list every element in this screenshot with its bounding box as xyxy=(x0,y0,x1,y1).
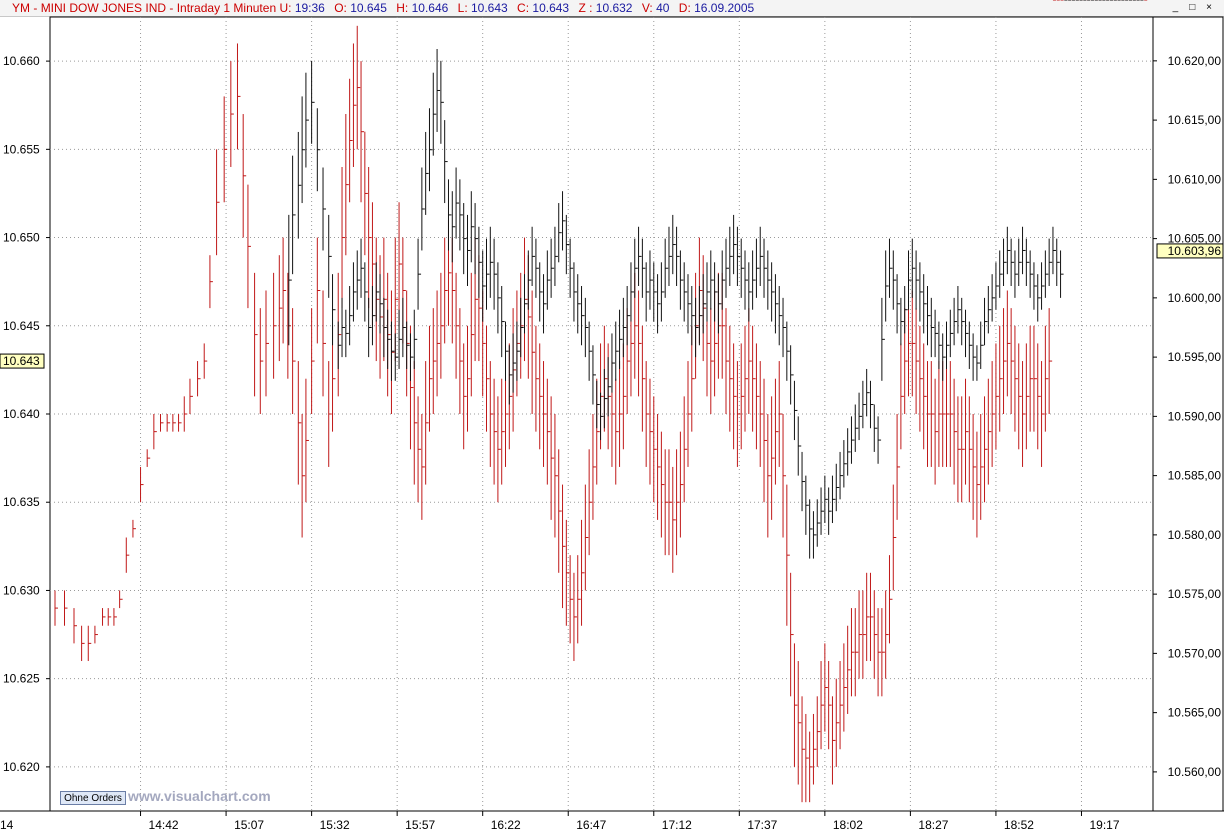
right-tick-label: 10.610,00 xyxy=(1168,172,1222,186)
x-tick-label: 18:02 xyxy=(833,818,863,832)
right-tick-label: 10.560,00 xyxy=(1168,765,1222,779)
close-button[interactable]: × xyxy=(1206,2,1212,13)
left-current-value-box xyxy=(0,353,45,369)
left-tick-label: 10.635 xyxy=(3,495,40,509)
h-label: H: xyxy=(396,1,409,15)
c-value: 10.643 xyxy=(532,1,570,15)
right-tick-label: 10.585,00 xyxy=(1168,469,1222,483)
o-label: O: xyxy=(334,1,347,15)
l-label: L: xyxy=(457,1,468,15)
x-tick-label: 18:52 xyxy=(1004,818,1034,832)
separator: - xyxy=(169,1,174,15)
left-current-value: 10.643 xyxy=(3,354,40,368)
left-tick-label: 10.640 xyxy=(3,407,40,421)
red-price-series xyxy=(54,0,1148,803)
o-value: 10.645 xyxy=(350,1,387,15)
orders-toggle-button[interactable]: Ohne Orders xyxy=(60,791,126,805)
right-tick-label: 10.615,00 xyxy=(1168,113,1222,127)
x-tick-label: 16:22 xyxy=(491,818,521,832)
plot-area xyxy=(49,16,1154,812)
chart-title-bar: YM - MINI DOW JONES IND - Intraday 1 Min… xyxy=(0,0,1224,17)
d-value: 16.09.2005 xyxy=(694,1,755,15)
x-tick-label: 15:57 xyxy=(405,818,435,832)
right-price-axis: 10.620,0010.615,0010.610,0010.605,0010.6… xyxy=(1153,54,1224,779)
x-tick-label: 15:32 xyxy=(320,818,350,832)
x-tick-label: 17:12 xyxy=(662,818,692,832)
left-tick-label: 10.625 xyxy=(3,672,40,686)
right-tick-label: 10.570,00 xyxy=(1168,646,1222,660)
minimize-button[interactable]: _ xyxy=(1172,2,1179,13)
chart-frame xyxy=(0,16,1224,812)
time-axis: 14 14:42 15:07 15:32 15:57 16:22 16:47 17:12 17:… xyxy=(0,811,1120,832)
v-label: V: xyxy=(641,1,653,15)
restore-button[interactable]: □ xyxy=(1189,2,1196,13)
left-tick-label: 10.620 xyxy=(3,760,40,774)
right-tick-label: 10.565,00 xyxy=(1168,706,1222,720)
z-value: 10.632 xyxy=(595,1,633,15)
v-value: 40 xyxy=(656,1,670,15)
symbol: YM xyxy=(12,1,30,15)
left-tick-label: 10.645 xyxy=(3,319,40,333)
right-tick-label: 10.595,00 xyxy=(1168,350,1222,364)
h-value: 10.646 xyxy=(411,1,449,15)
black-price-series xyxy=(288,0,1144,559)
c-label: C: xyxy=(517,1,530,15)
right-tick-label: 10.580,00 xyxy=(1168,528,1222,542)
x-tick-label: 17:37 xyxy=(747,818,777,832)
l-value: 10.643 xyxy=(471,1,508,15)
x-tick-label: 18:27 xyxy=(918,818,948,832)
window-controls: _ □ × xyxy=(1168,0,1216,16)
right-tick-label: 10.590,00 xyxy=(1168,409,1222,423)
x-tick-label: 14:42 xyxy=(149,818,179,832)
right-axis-panel xyxy=(1152,16,1224,812)
right-tick-label: 10.605,00 xyxy=(1168,232,1222,246)
right-tick-label: 10.620,00 xyxy=(1168,54,1222,68)
instrument-name: MINI DOW JONES IND xyxy=(40,1,167,15)
right-current-value-box xyxy=(1156,243,1224,259)
z-label: Z : xyxy=(578,1,593,15)
period: Intraday 1 Minuten xyxy=(176,1,277,15)
left-price-axis: 10.660 10.655 10.650 10.645 10.640 10.635 10.6… xyxy=(0,54,50,774)
x-tick-label: 16:47 xyxy=(576,818,606,832)
right-tick-label: 10.600,00 xyxy=(1168,291,1222,305)
x-tick-label: 14 xyxy=(0,818,14,832)
left-tick-label: 10.650 xyxy=(3,231,40,245)
right-current-value: 10.603,96 xyxy=(1168,244,1222,258)
left-tick-label: 10.660 xyxy=(3,54,40,68)
left-tick-label: 10.655 xyxy=(3,142,40,156)
left-tick-label: 10.630 xyxy=(3,583,40,597)
separator: - xyxy=(33,1,38,15)
x-tick-label: 15:07 xyxy=(234,818,264,832)
right-tick-label: 10.575,00 xyxy=(1168,587,1222,601)
quote-header: YM - MINI DOW JONES IND - Intraday 1 Min… xyxy=(12,0,754,16)
x-tick-label: 19:17 xyxy=(1089,818,1119,832)
watermark: www.visualchart.com xyxy=(128,788,271,804)
u-value: 19:36 xyxy=(294,1,325,15)
u-label: U: xyxy=(279,1,292,15)
d-label: D: xyxy=(678,1,691,15)
